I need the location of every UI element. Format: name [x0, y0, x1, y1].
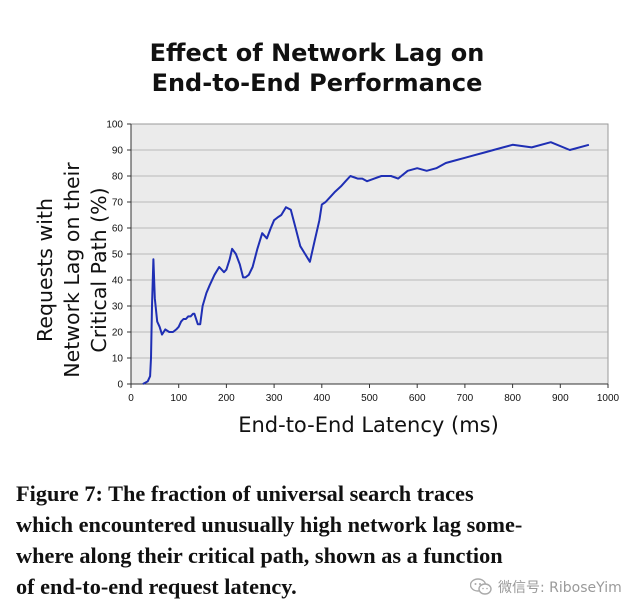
x-tick-labels: 0 100 200 300 400 500 600 700 800 900 1000: [128, 393, 619, 404]
y-tick-label: 80: [112, 172, 124, 183]
x-tick-label: 500: [361, 393, 378, 404]
watermark: 微信号: RiboseYim: [466, 575, 626, 599]
y-tick-label: 20: [112, 328, 124, 339]
chart-title-line: End-to-End Performance: [151, 69, 483, 97]
caption-line: which encountered unusually high network…: [16, 512, 523, 537]
chart-title: Effect of Network Lag on End-to-End Perf…: [0, 38, 634, 98]
line-chart: 0 100 200 300 400 500 600 700 800 900 1000 0 10 20 30…: [33, 120, 620, 438]
caption-line: of end-to-end request latency.: [16, 574, 297, 599]
x-tick-label: 0: [128, 393, 134, 404]
caption-line: Figure 7: The fraction of universal sear…: [16, 481, 474, 506]
watermark-text: 微信号: RiboseYim: [498, 580, 622, 596]
figure-caption: Figure 7: The fraction of universal sear…: [16, 478, 621, 602]
y-tick-label: 0: [117, 380, 123, 391]
y-tick-label: 30: [112, 302, 124, 313]
y-tick-label: 70: [112, 198, 124, 209]
series-line: [142, 141, 590, 385]
gridlines: [131, 149, 608, 359]
x-tick-label: 100: [170, 393, 187, 404]
y-tick-label: 50: [112, 250, 124, 261]
x-tick-label: 300: [266, 393, 283, 404]
y-tick-label: 60: [112, 224, 124, 235]
y-tick-label: 40: [112, 276, 124, 287]
x-tick-label: 400: [313, 393, 330, 404]
y-tick-label: 10: [112, 354, 124, 365]
x-axis-label: End-to-End Latency (ms): [238, 413, 499, 437]
y-axis-label: Requests with Network Lag on their Criti…: [33, 162, 111, 378]
x-tick-label: 600: [409, 393, 426, 404]
y-tick-labels: 0 10 20 30 40 50 60 70 80 90 100: [106, 120, 123, 391]
x-tick-label: 200: [218, 393, 235, 404]
y-axis-label-line: Critical Path (%): [87, 187, 111, 352]
y-tick-label: 90: [112, 146, 124, 157]
wechat-icon: [470, 578, 492, 595]
x-tick-label: 700: [457, 393, 474, 404]
y-axis-label-line: Requests with: [33, 198, 57, 342]
x-tick-label: 800: [504, 393, 521, 404]
x-tick-label: 1000: [597, 393, 620, 404]
chart-title-line: Effect of Network Lag on: [149, 39, 485, 67]
axes: [127, 123, 609, 388]
y-axis-label-line: Network Lag on their: [60, 162, 84, 378]
y-tick-label: 100: [106, 120, 123, 131]
caption-line: where along their critical path, shown a…: [16, 543, 503, 568]
x-tick-label: 900: [552, 393, 569, 404]
